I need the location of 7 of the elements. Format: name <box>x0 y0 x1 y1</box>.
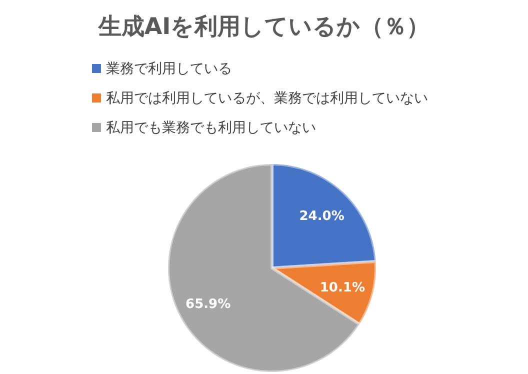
legend-label: 私用では利用しているが、業務では利用していない <box>106 90 428 106</box>
chart-title: 生成AIを利用しているか（％） <box>97 14 430 40</box>
data-label: 10.1% <box>320 280 366 296</box>
data-label: 24.0% <box>299 208 344 224</box>
legend-label: 業務で利用している <box>106 61 232 77</box>
data-label: 65.9% <box>186 296 231 312</box>
legend-label: 私用でも業務でも利用していない <box>106 120 316 136</box>
